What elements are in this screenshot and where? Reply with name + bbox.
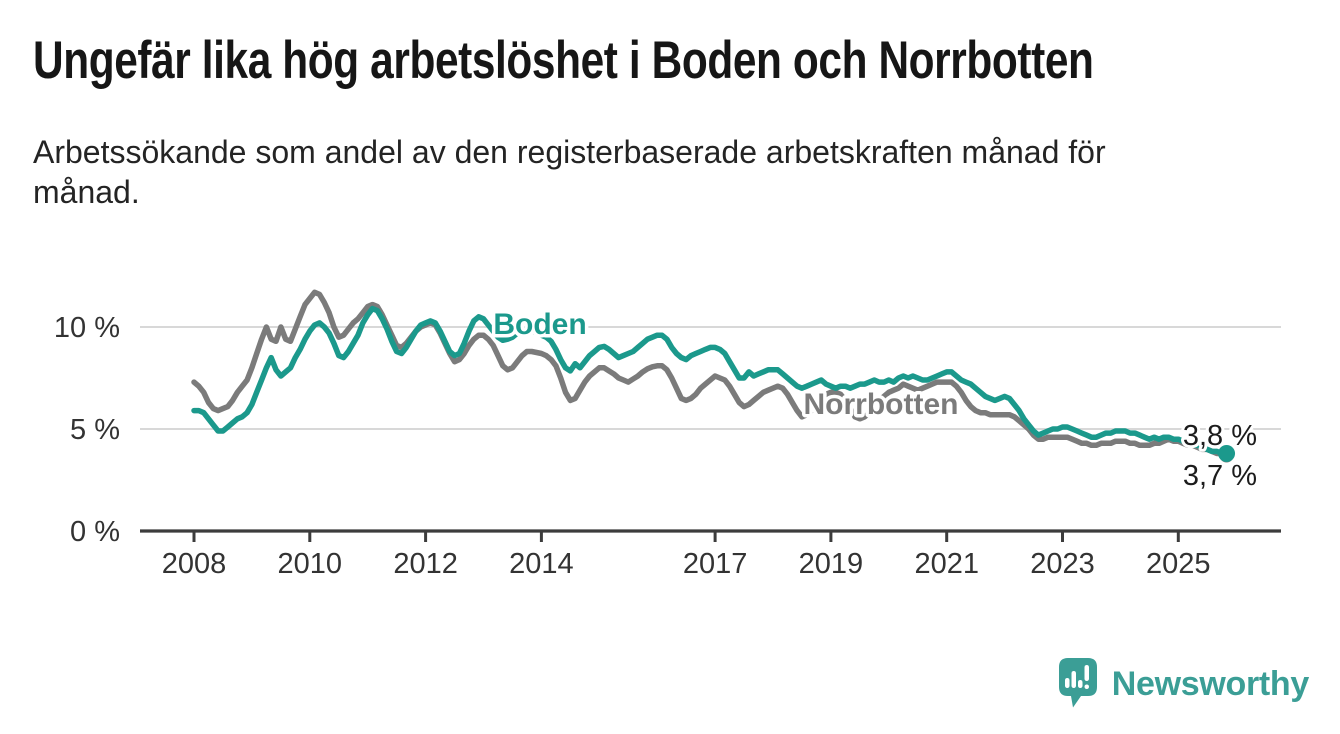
logo-exclamation-dot [1084,684,1089,689]
x-axis-label-2017: 2017 [683,548,748,580]
series-label-boden: Boden [493,308,586,341]
y-axis-label-0pct: 0 % [70,516,120,548]
logo-bar-1 [1064,678,1070,688]
logo-bar-3 [1077,680,1083,688]
end-value-label-boden: 3,8 % [1183,420,1257,452]
logo-exclamation-bar [1084,665,1089,681]
x-axis-label-2012: 2012 [393,548,458,580]
series-label-norrbotten: Norrbotten [804,388,959,421]
x-axis-label-2010: 2010 [278,548,343,580]
x-axis-label-2021: 2021 [914,548,979,580]
brand-footer: Newsworthy [1058,658,1310,710]
x-axis-label-2019: 2019 [799,548,864,580]
norrbotten-line [191,289,1230,459]
boden-end-dot [1218,444,1236,462]
x-axis-label-2025: 2025 [1146,548,1211,580]
subtitle-line-1: Arbetssökande som andel av den registerb… [33,134,1106,170]
brand-name: Newsworthy [1111,664,1310,703]
y-axis-label-5pct: 5 % [70,414,120,446]
end-value-label-norrbotten: 3,7 % [1183,460,1257,492]
page-title: Ungefär lika hög arbetslöshet i Boden oc… [33,31,1094,90]
x-axis-label-2014: 2014 [509,548,574,580]
y-axis-label-10pct: 10 % [54,312,120,344]
chart-subtitle: Arbetssökande som andel av den registerb… [33,132,1106,212]
x-axis-label-2023: 2023 [1030,548,1095,580]
logo-bar-2 [1071,671,1076,688]
subtitle-line-2: månad. [33,174,140,210]
boden-line [191,305,1230,457]
x-axis-label-2008: 2008 [162,548,227,580]
newsworthy-logo-icon [1058,658,1097,708]
